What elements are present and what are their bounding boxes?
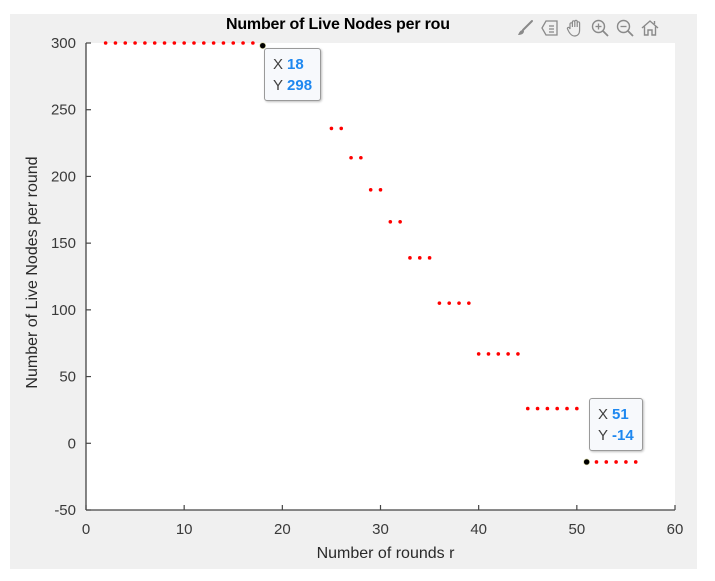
zoom-out-icon: [616, 19, 634, 37]
data-point[interactable]: [575, 406, 579, 411]
data-point[interactable]: [251, 41, 255, 45]
x-axis-label: Number of rounds r: [317, 545, 456, 562]
x-tick-label: 20: [274, 521, 291, 538]
zoom-in-icon: [591, 19, 609, 37]
datatip-marker[interactable]: [259, 42, 267, 49]
data-point[interactable]: [525, 406, 530, 411]
datatip-y-row: Y 298: [273, 75, 312, 96]
y-tick-label: 0: [68, 435, 76, 452]
y-tick-label: 100: [51, 302, 76, 319]
data-point[interactable]: [506, 352, 510, 356]
restore-view-button[interactable]: [639, 17, 661, 39]
data-point[interactable]: [378, 187, 383, 192]
y-tick-label: 200: [51, 168, 76, 185]
data-point[interactable]: [359, 155, 363, 160]
axes-background: [86, 43, 675, 510]
data-point[interactable]: [182, 41, 186, 45]
data-point[interactable]: [457, 301, 461, 305]
axes-toolbar: [514, 14, 661, 42]
y-axis-label: Number of Live Nodes per round: [24, 156, 41, 388]
datatip-x-row: X 51: [598, 404, 634, 425]
x-tick-label: 60: [667, 521, 684, 538]
datatip-y-label: Y: [598, 427, 609, 444]
data-point[interactable]: [427, 256, 432, 260]
data-point[interactable]: [349, 155, 353, 160]
data-point[interactable]: [202, 41, 206, 45]
y-tick-label: 250: [51, 102, 76, 119]
zoom-in-button[interactable]: [589, 17, 611, 39]
x-tick-label: 30: [372, 521, 389, 538]
data-point[interactable]: [486, 352, 491, 356]
datatip-x-label: X: [273, 56, 284, 73]
data-point[interactable]: [516, 352, 520, 356]
data-point[interactable]: [565, 406, 569, 411]
data-point[interactable]: [152, 41, 157, 45]
data-tips-icon: [541, 20, 558, 36]
data-point[interactable]: [417, 256, 422, 260]
data-point[interactable]: [221, 41, 226, 45]
data-point[interactable]: [162, 41, 167, 45]
x-tick-label: 50: [568, 521, 585, 538]
data-point[interactable]: [368, 187, 373, 192]
data-point[interactable]: [192, 41, 196, 45]
datatip-2[interactable]: X 51 Y -14: [589, 398, 643, 451]
y-tick-label: 300: [51, 35, 76, 52]
chart-title: Number of Live Nodes per rou: [226, 16, 450, 33]
y-tick-label: -50: [54, 502, 76, 519]
y-tick-label: 50: [59, 369, 76, 386]
datatip-marker[interactable]: [583, 458, 590, 466]
datatip-y-label: Y: [273, 77, 284, 94]
datatip-x-label: X: [598, 406, 609, 423]
x-tick-label: 40: [470, 521, 487, 538]
data-point[interactable]: [113, 41, 118, 45]
data-point[interactable]: [211, 41, 216, 45]
data-point[interactable]: [535, 406, 540, 411]
x-tick-label: 10: [176, 521, 193, 538]
data-point[interactable]: [467, 301, 471, 305]
data-point[interactable]: [594, 460, 599, 464]
datatip-y-value: -14: [612, 427, 634, 444]
pan-button[interactable]: [564, 17, 586, 39]
brush-icon: [518, 20, 533, 35]
data-tips-button[interactable]: [539, 17, 561, 39]
data-point[interactable]: [555, 406, 559, 411]
y-tick-label: 150: [51, 235, 76, 252]
data-point[interactable]: [329, 126, 334, 131]
x-tick-label: 0: [82, 521, 90, 538]
data-point[interactable]: [604, 460, 609, 464]
brush-button[interactable]: [514, 17, 536, 39]
data-point[interactable]: [133, 41, 137, 45]
data-point[interactable]: [241, 41, 245, 45]
datatip-1[interactable]: X 18 Y 298: [264, 48, 322, 101]
datatip-x-value: 51: [612, 406, 629, 423]
data-point[interactable]: [231, 41, 236, 45]
data-point[interactable]: [408, 256, 412, 260]
data-point[interactable]: [103, 41, 108, 45]
data-point[interactable]: [624, 460, 628, 464]
data-point[interactable]: [447, 301, 452, 305]
data-point[interactable]: [388, 219, 393, 224]
data-point[interactable]: [123, 41, 128, 45]
pan-hand-icon: [566, 19, 581, 37]
data-point[interactable]: [143, 41, 147, 45]
datatip-y-row: Y -14: [598, 425, 634, 446]
data-point[interactable]: [476, 352, 481, 356]
datatip-x-value: 18: [287, 56, 304, 73]
data-point[interactable]: [633, 460, 638, 464]
data-point[interactable]: [398, 219, 402, 224]
data-point[interactable]: [614, 460, 618, 464]
data-point[interactable]: [496, 352, 501, 356]
data-point[interactable]: [545, 406, 550, 411]
datatip-x-row: X 18: [273, 54, 312, 75]
zoom-out-button[interactable]: [614, 17, 636, 39]
home-icon: [641, 20, 659, 36]
data-point[interactable]: [437, 301, 442, 305]
data-point[interactable]: [172, 41, 177, 45]
datatip-y-value: 298: [287, 77, 313, 94]
data-point[interactable]: [339, 126, 344, 131]
